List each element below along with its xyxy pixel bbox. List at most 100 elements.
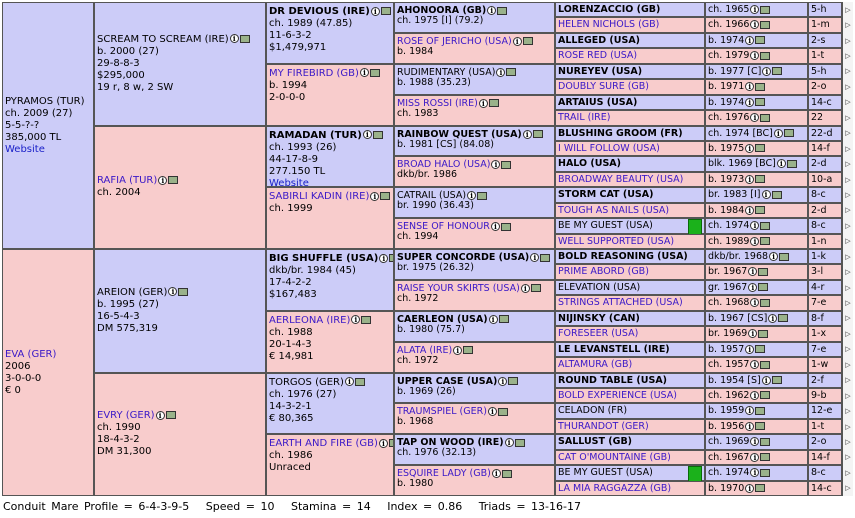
photo-icon[interactable] xyxy=(389,254,393,262)
info-icon[interactable]: i xyxy=(750,5,760,14)
expand-arrow-icon[interactable]: ▷ xyxy=(842,202,853,219)
info-icon[interactable]: i xyxy=(512,36,522,46)
horse-name[interactable]: MISS ROSSI (IRE) xyxy=(397,97,478,109)
horse-name[interactable]: BLUSHING GROOM (FR) xyxy=(558,127,683,139)
photo-icon[interactable] xyxy=(758,283,769,292)
horse-name[interactable]: RAFIA (TUR) xyxy=(97,175,158,187)
horse-name[interactable]: TRAIL (IRE) xyxy=(558,112,611,124)
expand-arrow-icon[interactable]: ▷ xyxy=(842,264,853,280)
horse-name[interactable]: SCREAM TO SCREAM (IRE) xyxy=(97,33,229,45)
expand-arrow-icon[interactable]: ▷ xyxy=(842,326,853,342)
expand-arrow-icon[interactable]: ▷ xyxy=(842,17,853,33)
info-icon[interactable]: i xyxy=(761,375,771,385)
info-icon[interactable]: i xyxy=(158,175,168,185)
expand-arrow-icon[interactable]: ▷ xyxy=(842,171,853,188)
photo-icon[interactable] xyxy=(755,206,766,215)
info-icon[interactable]: i xyxy=(229,34,239,44)
horse-name[interactable]: BOLD REASONING (USA) xyxy=(558,251,688,262)
info-icon[interactable]: i xyxy=(745,421,755,431)
horse-name[interactable]: I WILL FOLLOW (USA) xyxy=(558,142,660,154)
info-icon[interactable]: i xyxy=(487,6,497,15)
info-icon[interactable]: i xyxy=(453,345,463,355)
horse-name[interactable]: RAISE YOUR SKIRTS (USA) xyxy=(397,282,520,294)
photo-icon[interactable] xyxy=(388,439,393,448)
photo-icon[interactable] xyxy=(165,411,176,420)
photo-icon[interactable] xyxy=(772,67,783,76)
photo-icon[interactable] xyxy=(361,315,372,324)
info-icon[interactable]: i xyxy=(522,129,532,139)
info-icon[interactable]: i xyxy=(745,483,755,493)
photo-icon[interactable] xyxy=(497,407,508,416)
horse-name[interactable]: RUDIMENTARY (USA) xyxy=(397,66,496,78)
horse-name[interactable]: TRAUMSPIEL (GER) xyxy=(397,406,487,418)
info-icon[interactable]: i xyxy=(467,191,477,201)
photo-icon[interactable] xyxy=(755,484,766,493)
info-icon[interactable]: i xyxy=(344,377,354,386)
expand-arrow-icon[interactable]: ▷ xyxy=(842,310,853,327)
info-icon[interactable]: i xyxy=(491,469,501,479)
horse-name[interactable]: EVRY (GER) xyxy=(97,410,155,422)
horse-name[interactable]: DR DEVIOUS (IRE) xyxy=(269,6,370,17)
horse-name[interactable]: BROAD HALO (USA) xyxy=(397,159,491,171)
info-icon[interactable]: i xyxy=(750,360,760,370)
info-icon[interactable]: i xyxy=(773,128,783,138)
expand-arrow-icon[interactable]: ▷ xyxy=(842,295,853,311)
horse-name[interactable]: EVA (GER) xyxy=(5,348,57,360)
photo-icon[interactable] xyxy=(239,34,250,43)
horse-name[interactable]: NUREYEV (USA) xyxy=(558,65,643,77)
horse-name[interactable]: EARTH AND FIRE (GB) xyxy=(269,438,378,450)
info-icon[interactable]: i xyxy=(750,298,760,308)
photo-icon[interactable] xyxy=(758,329,769,338)
photo-icon[interactable] xyxy=(760,51,771,60)
horse-name[interactable]: TOUGH AS NAILS (USA) xyxy=(558,204,670,216)
horse-name[interactable]: ARTAIUS (USA) xyxy=(558,96,638,108)
info-icon[interactable]: i xyxy=(379,253,389,263)
photo-icon[interactable] xyxy=(760,20,771,29)
expand-arrow-icon[interactable]: ▷ xyxy=(842,249,853,265)
info-icon[interactable]: i xyxy=(748,267,758,277)
photo-icon[interactable] xyxy=(760,5,771,14)
info-icon[interactable]: i xyxy=(761,190,771,200)
info-icon[interactable]: i xyxy=(520,283,530,293)
photo-icon[interactable] xyxy=(530,284,541,293)
horse-name[interactable]: BOLD EXPERIENCE (USA) xyxy=(558,389,677,401)
info-icon[interactable]: i xyxy=(750,437,760,447)
info-icon[interactable]: i xyxy=(487,407,497,417)
expand-arrow-icon[interactable]: ▷ xyxy=(842,218,853,234)
photo-icon[interactable] xyxy=(755,144,766,153)
info-icon[interactable]: i xyxy=(359,68,369,78)
info-icon[interactable]: i xyxy=(490,222,500,232)
info-icon[interactable]: i xyxy=(750,468,760,478)
photo-icon[interactable] xyxy=(463,346,474,355)
photo-icon[interactable] xyxy=(506,68,517,77)
info-icon[interactable]: i xyxy=(504,438,514,448)
photo-icon[interactable] xyxy=(755,82,766,91)
horse-name[interactable]: TORGOS (GER) xyxy=(269,376,344,388)
horse-name[interactable]: SALLUST (GB) xyxy=(558,436,633,448)
info-icon[interactable]: i xyxy=(750,236,760,246)
photo-icon[interactable] xyxy=(369,68,380,77)
info-icon[interactable]: i xyxy=(750,390,760,400)
photo-icon[interactable] xyxy=(760,298,771,307)
photo-icon[interactable] xyxy=(760,391,771,400)
horse-name[interactable]: BIG SHUFFLE (USA) xyxy=(269,253,379,264)
info-icon[interactable]: i xyxy=(378,438,388,448)
info-icon[interactable]: i xyxy=(769,252,779,261)
info-icon[interactable]: i xyxy=(745,35,755,45)
horse-name[interactable]: SABIRLI KADIN (IRE) xyxy=(269,191,370,203)
info-icon[interactable]: i xyxy=(762,66,772,76)
expand-arrow-icon[interactable]: ▷ xyxy=(842,357,853,373)
photo-icon[interactable] xyxy=(498,315,509,324)
horse-name[interactable]: CELADON (FR) xyxy=(558,405,628,417)
photo-icon[interactable] xyxy=(760,113,771,122)
photo-icon[interactable] xyxy=(488,99,499,108)
horse-name[interactable]: UPPER CASE (USA) xyxy=(397,375,498,387)
horse-name[interactable]: LE LEVANSTELL (IRE) xyxy=(558,343,670,355)
info-icon[interactable]: i xyxy=(750,221,760,231)
expand-arrow-icon[interactable]: ▷ xyxy=(842,403,853,419)
info-icon[interactable]: i xyxy=(478,98,488,108)
expand-arrow-icon[interactable]: ▷ xyxy=(842,372,853,388)
info-icon[interactable]: i xyxy=(750,51,760,61)
horse-name[interactable]: DOUBLY SURE (GB) xyxy=(558,81,650,93)
horse-name[interactable]: CATRAIL (USA) xyxy=(397,190,467,202)
